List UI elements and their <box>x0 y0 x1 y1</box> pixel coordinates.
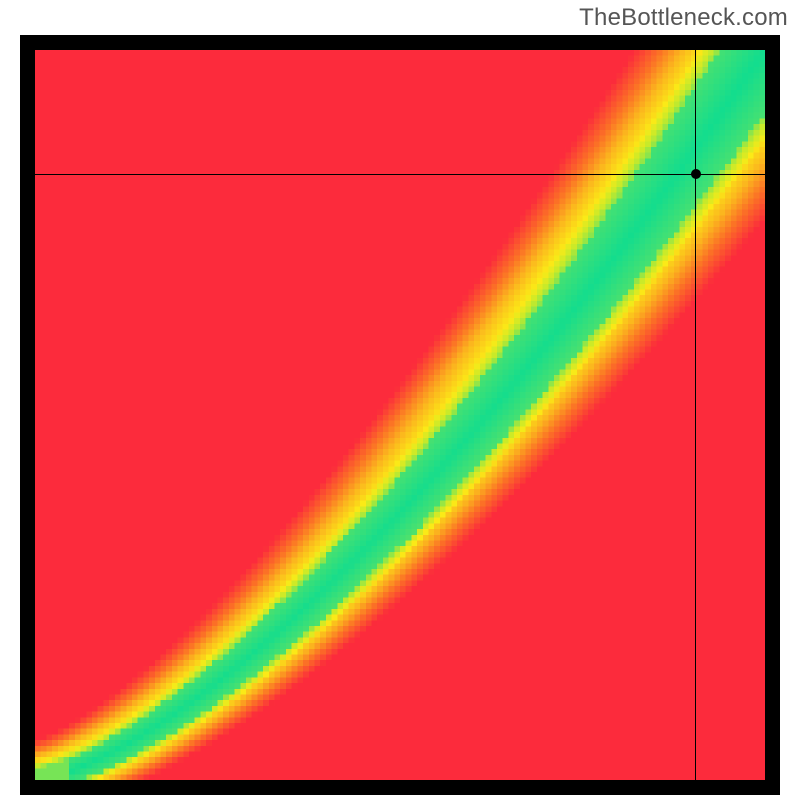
crosshair-vertical <box>695 50 696 780</box>
watermark-text: TheBottleneck.com <box>579 4 788 32</box>
heatmap-canvas <box>35 50 765 780</box>
crosshair-horizontal <box>35 174 765 175</box>
crosshair-marker <box>691 169 701 179</box>
bottleneck-heatmap <box>20 35 780 795</box>
